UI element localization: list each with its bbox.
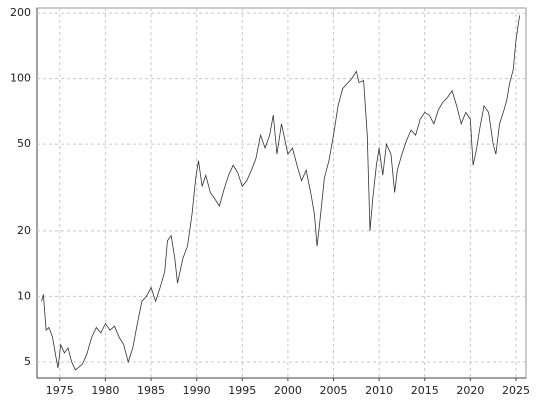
x-tick-label: 1990 — [183, 384, 211, 397]
x-tick-label: 1995 — [228, 384, 256, 397]
x-tick-label: 2020 — [456, 384, 484, 397]
x-tick-label: 2005 — [320, 384, 348, 397]
x-tick-label: 2000 — [274, 384, 302, 397]
plot-frame — [36, 7, 527, 379]
y-tick-label: 100 — [10, 72, 31, 85]
y-tick-label: 5 — [24, 355, 31, 368]
x-tick-label: 1980 — [91, 384, 119, 397]
y-tick-label: 10 — [17, 289, 31, 302]
x-tick-label: 1985 — [137, 384, 165, 397]
x-tick-label: 2015 — [411, 384, 439, 397]
y-tick-label: 20 — [17, 224, 31, 237]
y-tick-label: 50 — [17, 137, 31, 150]
price-line — [41, 15, 521, 371]
x-tick-label: 1975 — [46, 384, 74, 397]
x-tick-label: 2025 — [502, 384, 530, 397]
x-tick-label: 2010 — [365, 384, 393, 397]
y-tick-label: 200 — [10, 6, 31, 19]
